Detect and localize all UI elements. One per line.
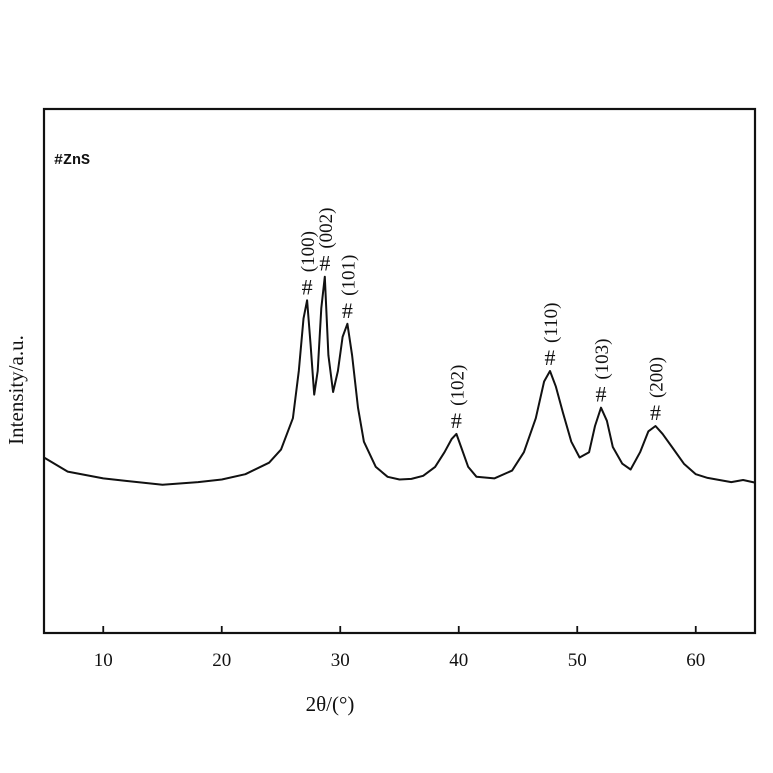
x-tick-label: 40 bbox=[449, 650, 468, 671]
x-tick-label: 50 bbox=[568, 650, 587, 671]
peak-label: (101) bbox=[338, 255, 359, 296]
peak-label: (200) bbox=[646, 357, 667, 398]
x-axis-title: 2θ/(°) bbox=[306, 692, 355, 716]
xrd-pattern-line bbox=[43, 275, 756, 486]
x-axis-tick-labels: 10 20 30 40 50 60 bbox=[94, 650, 706, 671]
x-tick-label: 60 bbox=[686, 650, 705, 671]
peak-label: (102) bbox=[447, 365, 468, 406]
peak-marker: # bbox=[302, 274, 313, 299]
peak-label: (100) bbox=[298, 231, 319, 272]
x-tick-label: 20 bbox=[212, 650, 231, 671]
x-tick-label: 30 bbox=[331, 650, 350, 671]
x-tick-label: 10 bbox=[94, 650, 113, 671]
legend-label: #ZnS bbox=[54, 152, 90, 169]
x-axis-ticks bbox=[102, 626, 697, 633]
plot-frame bbox=[42, 107, 757, 635]
peak-annotations: #(100) #(002)#(101)#(102)#(110)#(103)#(20… bbox=[298, 208, 667, 433]
peak-label: (103) bbox=[592, 339, 613, 380]
peak-label: (002) bbox=[316, 208, 337, 249]
peak-label: (110) bbox=[541, 303, 562, 343]
peak-marker: # bbox=[595, 382, 606, 407]
peak-marker: # bbox=[544, 345, 555, 370]
peak-marker: # bbox=[650, 400, 661, 425]
peak-marker: # bbox=[319, 251, 330, 276]
peak-marker: # bbox=[342, 298, 353, 323]
peak-marker: # bbox=[451, 408, 462, 433]
y-axis-title: Intensity/a.u. bbox=[4, 335, 28, 445]
